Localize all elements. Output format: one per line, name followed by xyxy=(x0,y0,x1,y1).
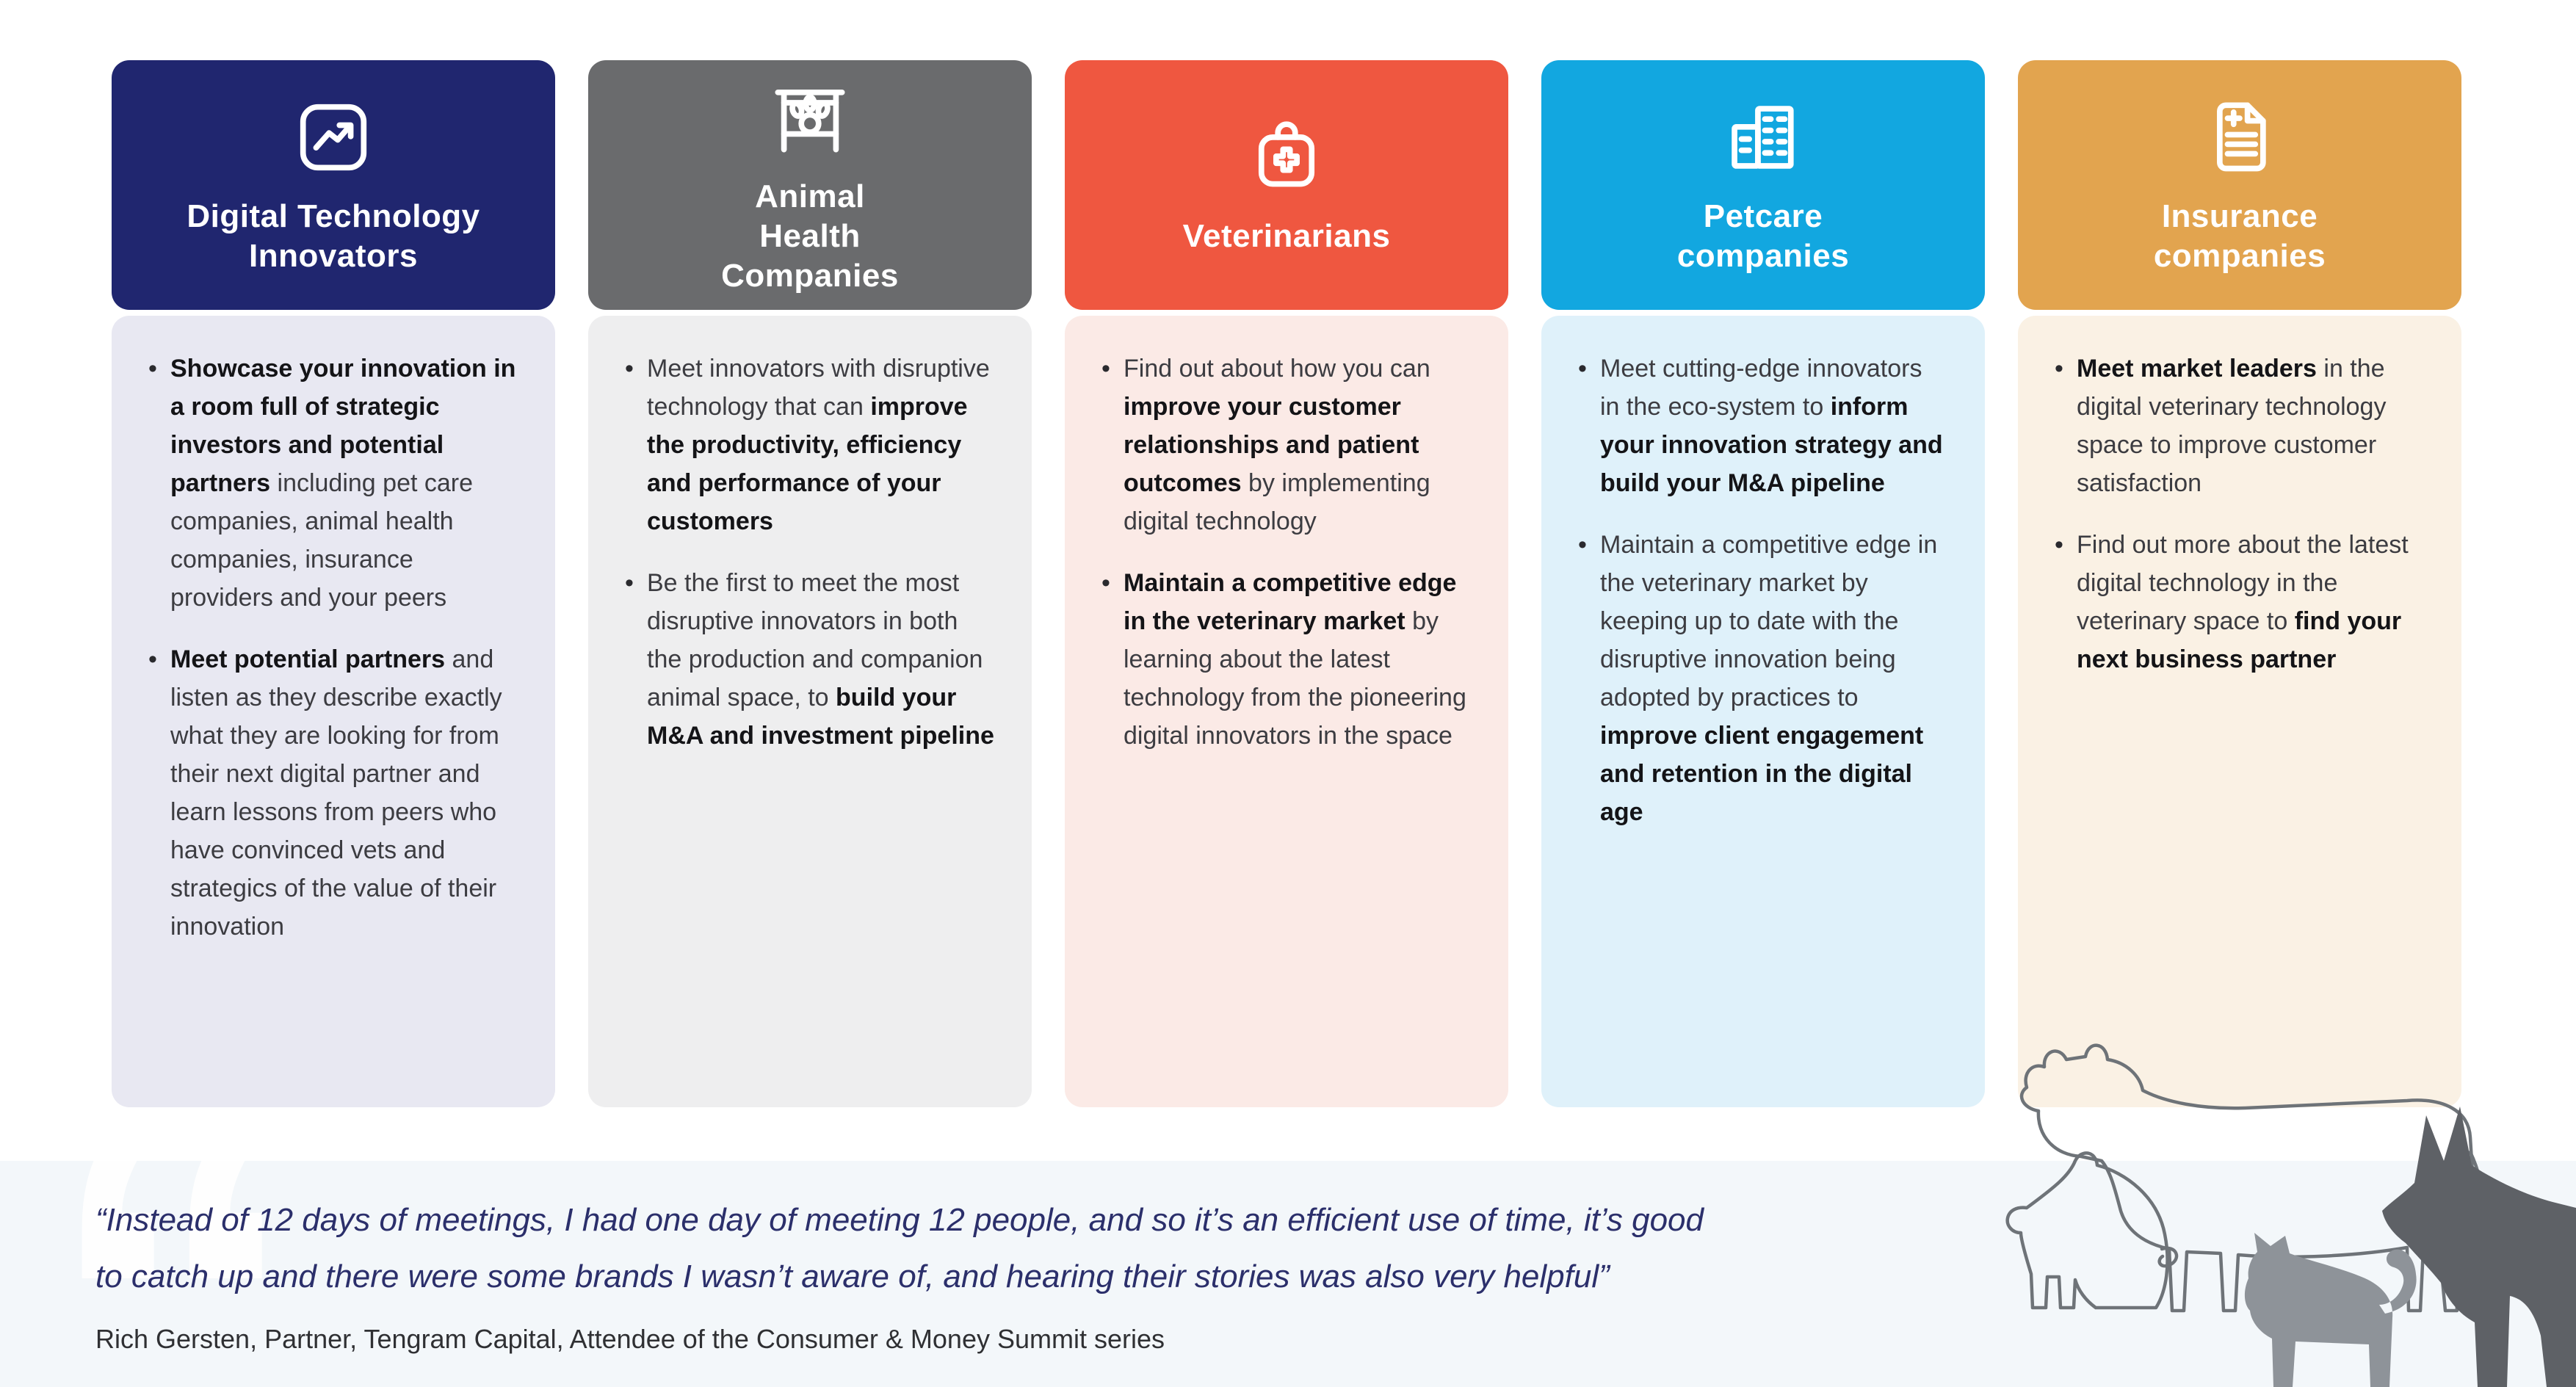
card-header: Insurance companies xyxy=(2018,60,2461,310)
card-title: Animal Health Companies xyxy=(721,178,899,294)
card-title: Veterinarians xyxy=(1182,218,1391,255)
card-title: Petcare companies xyxy=(1676,198,1850,274)
bullet-list: Meet innovators with disruptive technolo… xyxy=(588,316,1032,755)
office-buildings-icon xyxy=(1720,94,1806,181)
card-title: Digital Technology Innovators xyxy=(187,198,480,274)
bullet-item: Showcase your innovation in a room full … xyxy=(148,350,518,617)
card-body: Meet innovators with disruptive technolo… xyxy=(588,316,1032,1107)
bullet-list: Find out about how you can improve your … xyxy=(1065,316,1508,755)
medical-document-icon xyxy=(2196,94,2283,181)
bullet-item: Maintain a competitive edge in the veter… xyxy=(1578,526,1948,831)
card-body: Find out about how you can improve your … xyxy=(1065,316,1508,1107)
bullet-item: Meet cutting-edge innovators in the eco-… xyxy=(1578,350,1948,502)
quote-text: “Instead of 12 days of meetings, I had o… xyxy=(95,1202,1704,1294)
quote-watermark-icon: “ xyxy=(44,1161,301,1387)
card-body: Meet cutting-edge innovators in the eco-… xyxy=(1541,316,1985,1107)
quote-band: “ “Instead of 12 days of meetings, I had… xyxy=(0,1161,2576,1387)
trending-up-chart-icon xyxy=(290,94,377,181)
bullet-item: Meet market leaders in the digital veter… xyxy=(2055,350,2425,502)
bullet-list: Meet cutting-edge innovators in the eco-… xyxy=(1541,316,1985,831)
bullet-list: Showcase your innovation in a room full … xyxy=(112,316,555,946)
first-aid-kit-icon xyxy=(1243,114,1330,200)
bullet-item: Find out about how you can improve your … xyxy=(1101,350,1472,540)
bullet-item: Find out more about the latest digital t… xyxy=(2055,526,2425,678)
card-header: Animal Health Companies xyxy=(588,60,1032,310)
bullet-item: Meet potential partners and listen as th… xyxy=(148,640,518,946)
card-header: Veterinarians xyxy=(1065,60,1508,310)
card-body: Meet market leaders in the digital veter… xyxy=(2018,316,2461,1107)
pet-crate-paw-icon xyxy=(767,74,853,161)
card-header: Digital Technology Innovators xyxy=(112,60,555,310)
bullet-list: Meet market leaders in the digital veter… xyxy=(2018,316,2461,678)
bullet-item: Meet innovators with disruptive technolo… xyxy=(625,350,995,540)
card-title: Insurance companies xyxy=(2153,198,2326,274)
card-header: Petcare companies xyxy=(1541,60,1985,310)
bullet-item: Maintain a competitive edge in the veter… xyxy=(1101,564,1472,755)
quote-attribution: Rich Gersten, Partner, Tengram Capital, … xyxy=(95,1324,1165,1354)
bullet-item: Be the first to meet the most disruptive… xyxy=(625,564,995,755)
card-body: Showcase your innovation in a room full … xyxy=(112,316,555,1107)
